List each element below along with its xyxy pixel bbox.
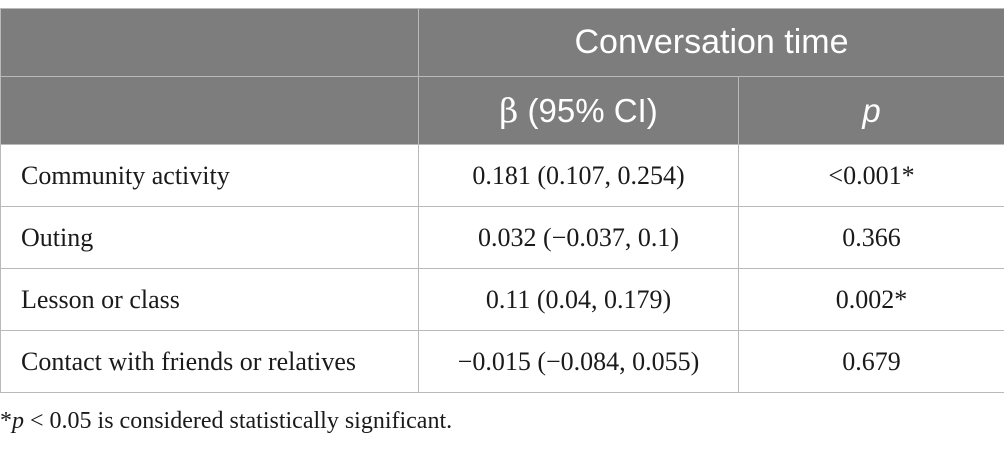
p-value: 0.002* (737, 268, 1004, 331)
table-row: Contact with friends or relatives −0.015… (0, 330, 1004, 393)
footnote-asterisk: * (0, 408, 12, 434)
p-value: 0.366 (737, 206, 1004, 269)
row-label: Contact with friends or relatives (0, 330, 419, 393)
p-value: 0.679 (737, 330, 1004, 393)
row-label: Community activity (0, 144, 419, 207)
header-row-group: Conversation time (0, 8, 1004, 77)
beta-ci-value: 0.032 (−0.037, 0.1) (418, 206, 739, 269)
row-label: Lesson or class (0, 268, 419, 331)
beta-ci-header: β (95% CI) (418, 76, 739, 145)
table-row: Lesson or class 0.11 (0.04, 0.179) 0.002… (0, 268, 1004, 331)
table-footnote: *p < 0.05 is considered statistically si… (0, 408, 452, 435)
beta-ci-value: 0.11 (0.04, 0.179) (418, 268, 739, 331)
beta-ci-value: −0.015 (−0.084, 0.055) (418, 330, 739, 393)
p-value: <0.001* (737, 144, 1004, 207)
row-label: Outing (0, 206, 419, 269)
footnote-text: < 0.05 is considered statistically signi… (24, 408, 453, 434)
beta-symbol: β (499, 91, 519, 130)
footnote-p-symbol: p (12, 408, 24, 434)
p-value-header: p (737, 76, 1004, 145)
conversation-time-header: Conversation time (417, 8, 1004, 77)
beta-ci-value: 0.181 (0.107, 0.254) (418, 144, 739, 207)
table-row: Community activity 0.181 (0.107, 0.254) … (0, 144, 1004, 207)
header-empty-cell-2 (0, 76, 419, 145)
header-row-columns: β (95% CI) p (0, 76, 1004, 145)
header-empty-cell (0, 8, 419, 77)
results-table: Conversation time β (95% CI) p Community… (0, 8, 1004, 393)
beta-ci-label: (95% CI) (518, 92, 658, 129)
table-row: Outing 0.032 (−0.037, 0.1) 0.366 (0, 206, 1004, 269)
